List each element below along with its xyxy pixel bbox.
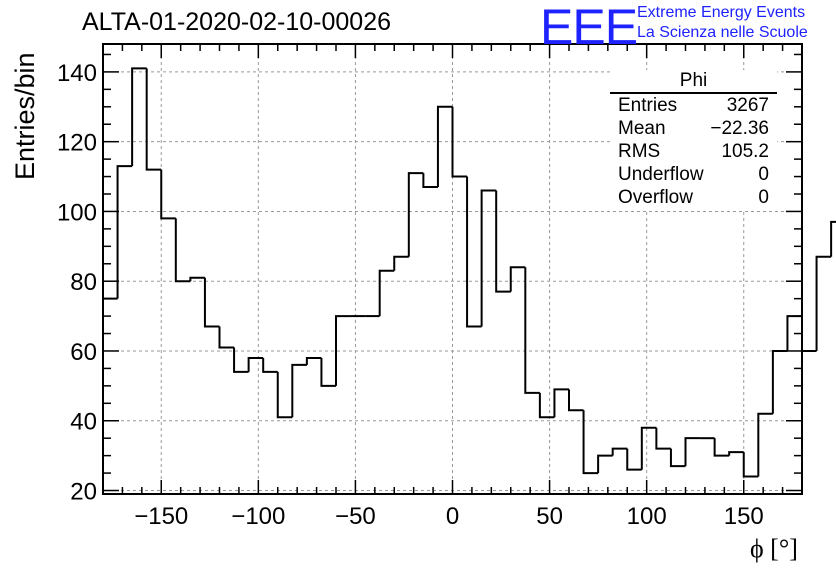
stats-label: RMS: [618, 141, 661, 162]
y-tick-label: 100: [57, 199, 97, 226]
histogram-bin: [626, 448, 642, 471]
histogram-bin: [640, 426, 657, 470]
stats-row-rms: RMS 105.2: [610, 140, 777, 163]
histogram-bin: [393, 255, 409, 271]
histogram-bin: [684, 437, 701, 467]
histogram-bin: [422, 173, 438, 189]
histogram-bin: [801, 316, 817, 352]
histogram-bin: [102, 297, 118, 494]
histogram-bin: [771, 349, 788, 414]
x-tick-label: 100: [627, 503, 667, 530]
histogram-bin: [728, 451, 744, 456]
x-tick-label: −150: [134, 503, 188, 530]
histogram-bin: [262, 357, 278, 373]
y-tick-label: 20: [70, 479, 97, 506]
histogram-bin: [713, 438, 730, 457]
histogram-bin: [669, 448, 686, 468]
histogram-bin: [538, 392, 555, 419]
histogram-bin: [524, 267, 540, 394]
histogram-bin: [466, 176, 482, 328]
stats-row-entries: Entries 3267: [610, 94, 777, 117]
histogram-bars: [102, 67, 836, 494]
histogram-bin: [291, 363, 307, 418]
histogram-bin: [480, 189, 497, 327]
stats-row-underflow: Underflow 0: [610, 163, 777, 186]
histogram-bin: [655, 427, 671, 450]
logo-line-1: Extreme Energy Events: [637, 4, 806, 21]
y-tick-label: 40: [70, 409, 97, 436]
stats-label: Underflow: [618, 164, 704, 185]
histogram-bin: [407, 172, 424, 257]
histogram-bin: [131, 67, 147, 167]
histogram-bin: [742, 452, 759, 478]
histogram-bin: [436, 105, 453, 188]
histogram-bin: [320, 357, 336, 387]
histogram-bin: [218, 326, 235, 349]
stats-label: Overflow: [618, 187, 693, 208]
stats-title: Phi: [610, 70, 777, 94]
histogram-bin: [830, 220, 836, 257]
histogram-bin: [568, 389, 584, 412]
histogram-bin: [597, 454, 613, 474]
x-tick-label: 50: [536, 503, 563, 530]
axis-ticks: [102, 44, 803, 494]
y-tick-label: 120: [57, 130, 97, 157]
histogram-bin: [189, 276, 205, 282]
histogram-bin: [553, 388, 569, 418]
x-tick-label: −100: [231, 503, 285, 530]
histogram-bin: [582, 410, 599, 475]
histogram-bin: [757, 412, 773, 477]
stats-row-overflow: Overflow 0: [610, 186, 777, 209]
histogram-bin: [160, 169, 176, 220]
histogram-bin: [174, 218, 191, 283]
y-tick-label: 80: [70, 269, 97, 296]
histogram-bin: [233, 347, 249, 373]
histogram-bin: [247, 356, 264, 372]
histogram-bin: [509, 266, 526, 292]
histogram-bin: [145, 68, 162, 171]
stats-row-mean: Mean −22.36: [610, 117, 777, 140]
x-tick-label: −50: [335, 503, 376, 530]
histogram-bin: [815, 255, 832, 351]
stats-label: Entries: [618, 95, 678, 116]
histogram-bin: [116, 165, 133, 299]
histogram-bin: [451, 106, 468, 178]
histogram-bin: [495, 190, 511, 293]
chart-title: ALTA-01-2020-02-10-00026: [82, 8, 391, 36]
stats-value: 105.2: [721, 141, 769, 162]
histogram-bin: [276, 371, 293, 419]
x-tick-label: 150: [724, 503, 764, 530]
y-tick-label: 140: [57, 60, 97, 87]
stats-box: Phi Entries 3267 Mean −22.36 RMS 105.2 U…: [610, 70, 777, 209]
eee-logo: EEE: [540, 0, 638, 55]
x-tick-label: 0: [446, 503, 459, 530]
histogram-bin: [378, 269, 395, 317]
stats-value: 3267: [726, 95, 769, 116]
stats-value: −22.36: [710, 118, 769, 139]
histogram-bin: [305, 356, 322, 365]
logo-line-2: La Scienza nelle Scuole: [637, 24, 808, 41]
y-tick-label: 60: [70, 339, 97, 366]
tick-labels: −150 −100 −50 0 50 100 150 20 40 60 80 100 120 140: [57, 60, 764, 530]
stats-label: Mean: [618, 118, 666, 139]
histogram-bin: [335, 315, 351, 386]
histogram-bin: [611, 447, 628, 456]
stats-value: 0: [758, 164, 769, 185]
x-axis-label: ϕ [°]: [750, 534, 798, 563]
y-axis-label: Entries/bin: [10, 52, 40, 180]
histogram-bin: [203, 277, 220, 328]
stats-value: 0: [758, 187, 769, 208]
